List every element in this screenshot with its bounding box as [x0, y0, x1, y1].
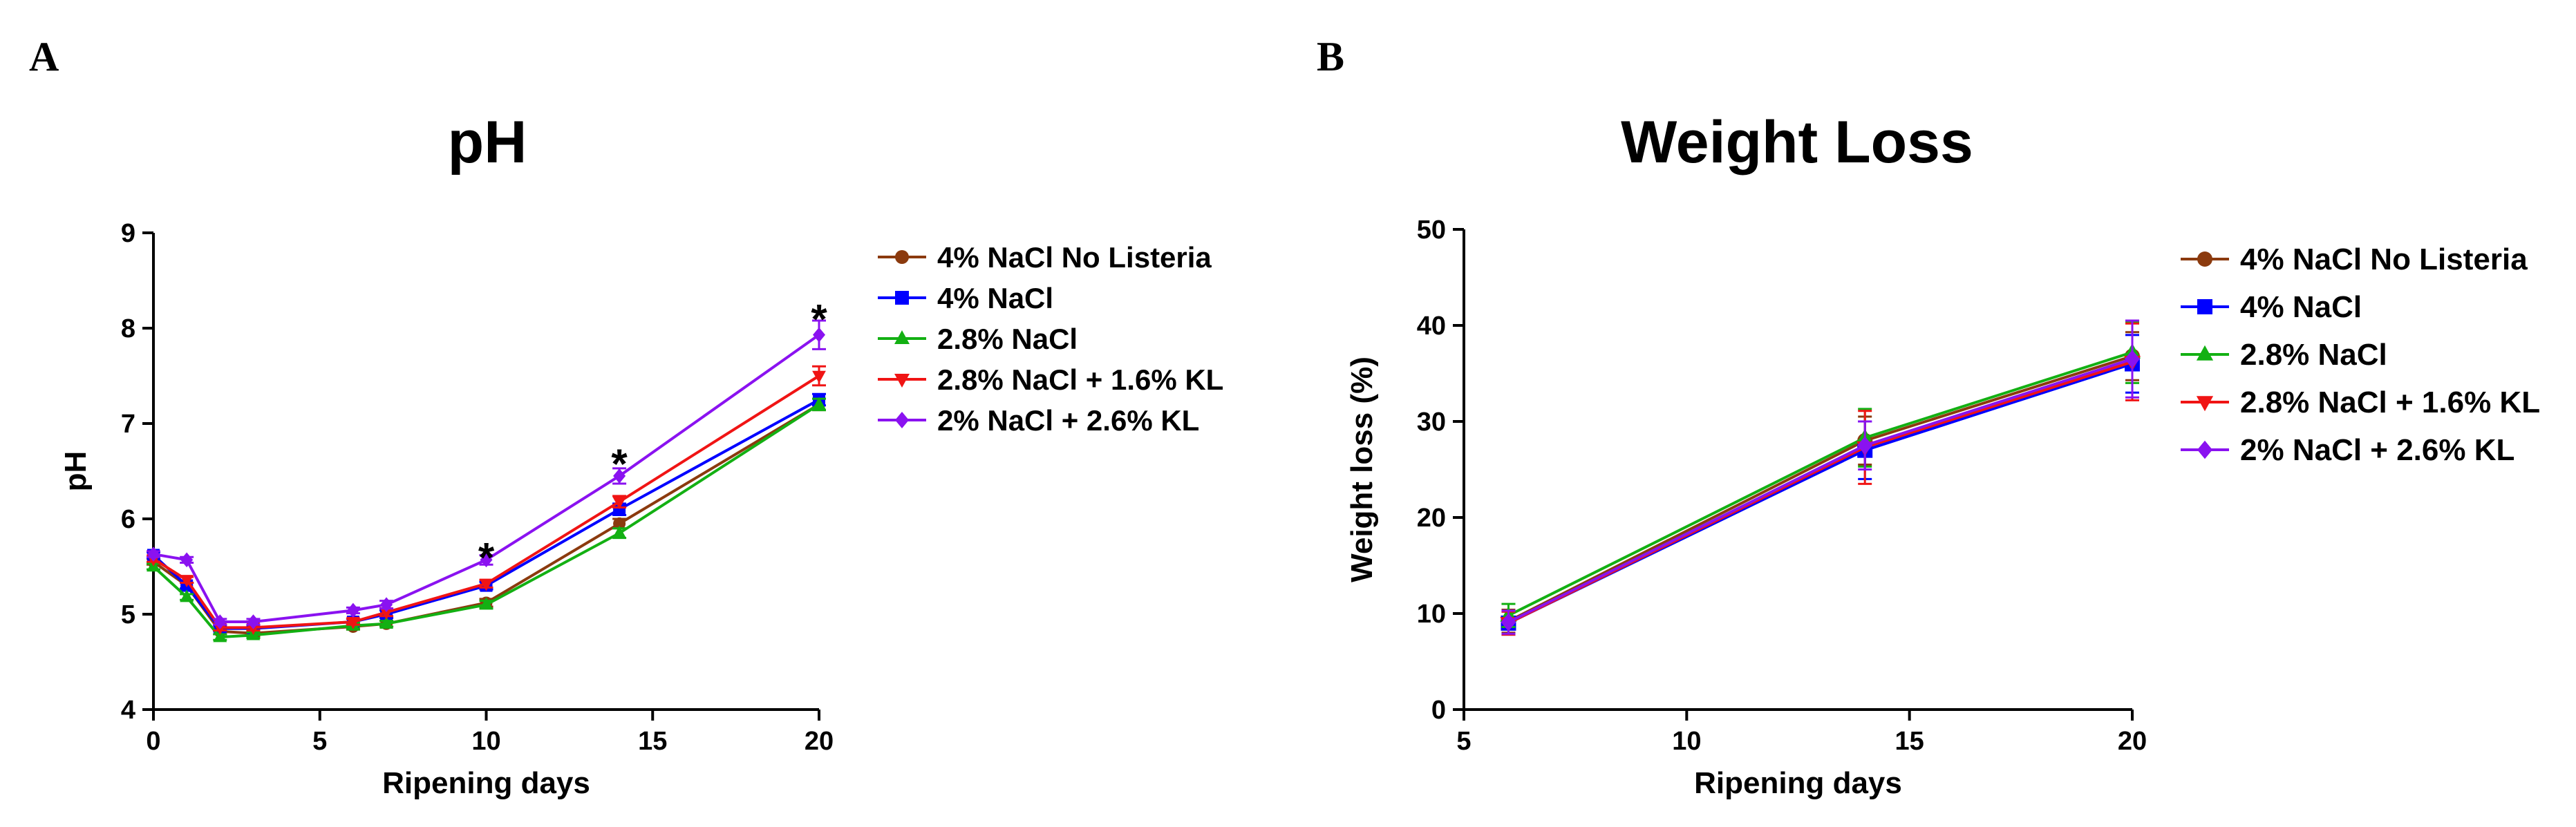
legend-marker	[895, 412, 909, 428]
data-point	[379, 616, 393, 629]
y-tick-label: 10	[1417, 600, 1446, 629]
data-point	[613, 517, 626, 530]
series-5	[147, 319, 826, 629]
data-point	[479, 597, 493, 610]
data-point	[379, 607, 393, 620]
legend-label: 2% NaCl + 2.6% KL	[2240, 433, 2514, 467]
x-tick-label: 10	[1672, 727, 1701, 756]
data-point	[214, 614, 227, 629]
significance-marker: *	[611, 441, 628, 487]
legend-marker	[895, 291, 909, 305]
significance-marker: *	[811, 296, 827, 342]
legend-label: 2.8% NaCl + 1.6% KL	[937, 363, 1223, 396]
data-point	[612, 496, 626, 509]
panel-label-b: B	[1317, 34, 1344, 79]
data-point	[812, 397, 826, 410]
x-tick-label: 20	[2118, 727, 2147, 756]
y-tick-label: 6	[121, 505, 135, 534]
panel-label-a: A	[29, 34, 59, 79]
data-point	[346, 616, 360, 629]
legend-label: 4% NaCl No Listeria	[2240, 243, 2528, 276]
x-tick-label: 5	[1456, 727, 1471, 756]
y-tick-label: 50	[1417, 216, 1446, 245]
series-line	[1507, 362, 2133, 625]
series-line	[1507, 360, 2133, 625]
legend-label: 4% NaCl	[2240, 290, 2362, 324]
data-point	[346, 602, 359, 618]
y-tick-label: 9	[121, 219, 135, 248]
legend-marker	[894, 330, 910, 344]
data-point	[613, 468, 626, 484]
x-tick-label: 20	[805, 727, 834, 756]
data-point	[380, 597, 393, 612]
legend-marker	[2196, 345, 2214, 361]
data-point	[180, 575, 194, 588]
data-point	[612, 525, 626, 538]
x-axis-label: Ripening days	[1694, 766, 1902, 800]
data-point	[213, 629, 227, 643]
y-tick-label: 20	[1417, 504, 1446, 533]
data-point	[480, 552, 493, 568]
chart-title: pH	[448, 109, 527, 175]
data-point	[180, 552, 194, 568]
series-4	[1500, 322, 2141, 636]
chart-weight-loss: Weight Loss 0 10 20 30 40 50 5 10 15 20 Ripening da…	[1345, 109, 2540, 800]
significance-marker: *	[478, 534, 495, 580]
legend-marker	[2197, 251, 2212, 267]
series-3	[147, 397, 826, 643]
y-tick-label: 30	[1417, 408, 1446, 437]
legend-label: 2.8% NaCl + 1.6% KL	[2240, 386, 2540, 419]
legend: 4% NaCl No Listeria 4% NaCl 2.8% NaCl 2.8% …	[2181, 243, 2540, 467]
data-point	[147, 546, 160, 562]
legend-marker	[894, 374, 910, 388]
y-tick-label: 5	[121, 600, 135, 629]
data-point	[813, 327, 825, 343]
series-1	[1501, 331, 2140, 634]
data-point	[180, 589, 194, 602]
legend-marker	[895, 250, 909, 264]
series-4	[147, 365, 826, 636]
legend-label: 4% NaCl	[937, 282, 1053, 314]
x-axis-label: Ripening days	[382, 766, 590, 800]
y-axis-label: Weight loss (%)	[1345, 357, 1379, 582]
data-point	[613, 503, 626, 516]
legend-label: 4% NaCl No Listeria	[937, 241, 1212, 274]
data-point	[2125, 350, 2140, 368]
x-tick-label: 15	[1895, 727, 1924, 756]
series-5	[1501, 319, 2140, 635]
y-tick-label: 0	[1431, 696, 1446, 725]
legend-marker	[2196, 396, 2214, 412]
legend-label: 2% NaCl + 2.6% KL	[937, 404, 1199, 437]
legend-label: 2.8% NaCl	[2240, 338, 2387, 372]
x-tick-label: 15	[638, 727, 667, 756]
legend-marker	[2197, 440, 2212, 459]
data-point	[247, 614, 260, 629]
series-line	[152, 398, 820, 630]
y-tick-label: 7	[121, 410, 135, 439]
y-tick-label: 8	[121, 314, 135, 343]
chart-ph: pH 4 5 6 7 8 9 0 5 10 15 20 Ripening days pH * * * 4% NaC…	[59, 109, 1223, 800]
data-point	[812, 370, 826, 383]
y-axis-label: pH	[59, 451, 93, 492]
y-tick-label: 40	[1417, 312, 1446, 341]
x-tick-label: 0	[146, 727, 160, 756]
x-tick-label: 5	[312, 727, 327, 756]
series-line	[1507, 354, 2133, 622]
chart-title: Weight Loss	[1621, 109, 1973, 175]
y-tick-label: 4	[121, 696, 135, 725]
legend-marker	[2197, 299, 2212, 314]
legend-label: 2.8% NaCl	[937, 323, 1078, 355]
data-point	[479, 578, 493, 591]
series-line	[1507, 357, 2133, 624]
x-tick-label: 10	[471, 727, 500, 756]
data-point	[1501, 613, 1516, 631]
legend: 4% NaCl No Listeria 4% NaCl 2.8% NaCl 2.8% …	[878, 241, 1223, 437]
data-point	[1857, 436, 1873, 455]
